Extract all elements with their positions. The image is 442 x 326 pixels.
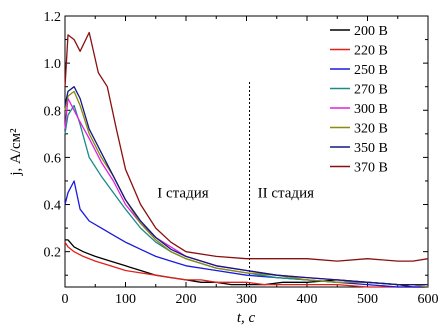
- annotation-stage-1: I стадия: [157, 186, 208, 202]
- y-tick-label: 1.0: [44, 57, 62, 72]
- x-tick-label: 300: [236, 292, 257, 307]
- y-tick-label: 0.6: [44, 151, 62, 166]
- x-tick-label: 0: [62, 292, 69, 307]
- series-line-6: [64, 90, 429, 288]
- legend-label-3: 250 В: [354, 63, 388, 78]
- legend-label-8: 370 В: [354, 161, 388, 176]
- x-axis-ticks: 0 100 200 300 400 500 600: [62, 16, 439, 307]
- series-line-7: [64, 86, 428, 286]
- x-tick-label: 100: [115, 292, 136, 307]
- legend-label-2: 220 В: [354, 44, 388, 59]
- series-line-2: [64, 241, 428, 288]
- series-lines: [64, 31, 429, 288]
- legend-label-7: 350 В: [354, 141, 388, 156]
- legend-label-1: 200 В: [354, 24, 388, 39]
- y-tick-label: 1.2: [44, 10, 62, 25]
- x-tick-label: 600: [418, 292, 439, 307]
- y-tick-label: 0.8: [44, 104, 62, 119]
- legend-label-5: 300 В: [354, 102, 388, 117]
- x-axis-label: t, с: [237, 310, 256, 326]
- x-tick-label: 500: [357, 292, 378, 307]
- y-axis-ticks: 0.2 0.4 0.6 0.8 1.0 1.2: [44, 10, 428, 276]
- annotation-stage-2: II стадия: [258, 186, 314, 202]
- series-line-3: [64, 180, 428, 288]
- x-tick-label: 400: [297, 292, 318, 307]
- x-tick-label: 200: [176, 292, 197, 307]
- series-line-1: [65, 239, 428, 288]
- legend: 200 В 220 В 250 В 270 В 300 В 320 В 350 В 370 В: [330, 24, 388, 176]
- legend-label-6: 320 В: [354, 122, 388, 137]
- y-tick-label: 0.4: [44, 199, 62, 214]
- y-tick-label: 0.2: [44, 246, 62, 261]
- series-line-8: [64, 31, 429, 262]
- y-axis-label: j, А/см²: [8, 128, 24, 177]
- legend-label-4: 270 В: [354, 83, 388, 98]
